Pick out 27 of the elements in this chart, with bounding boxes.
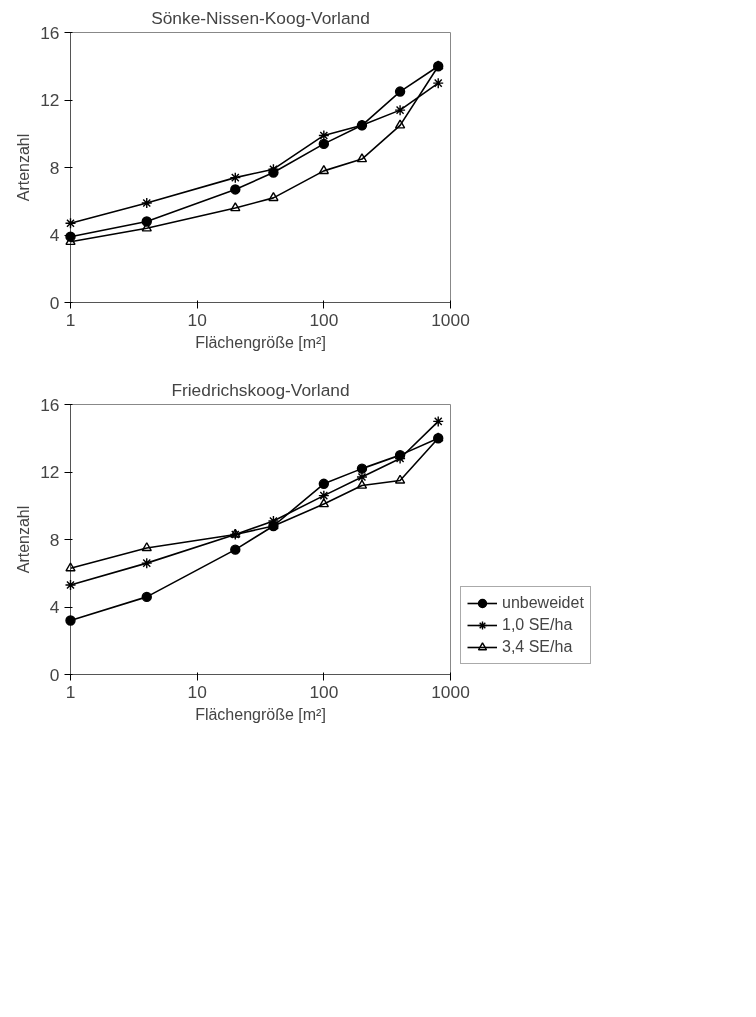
- x-tick-label: 1: [65, 309, 76, 330]
- y-tick-label: 4: [49, 225, 60, 245]
- y-tick-label: 8: [49, 529, 60, 550]
- y-tick-label: 0: [49, 664, 60, 685]
- y-axis-title: Artenzahl: [15, 505, 33, 574]
- x-tick-label: 1000: [431, 309, 470, 330]
- y-tick-label: 0: [49, 292, 60, 313]
- legend-label: 1,0 SE/ha: [502, 616, 573, 634]
- x-tick-label: 10: [187, 309, 207, 330]
- y-tick-label: 8: [49, 157, 60, 178]
- y-tick-label: 12: [40, 462, 60, 482]
- y-tick-label: 16: [40, 22, 60, 43]
- y-tick-label: 4: [49, 597, 60, 617]
- y-tick-label: 12: [40, 90, 60, 110]
- chart-title: Friedrichskoog-Vorland: [171, 379, 350, 400]
- legend-label: 3,4 SE/ha: [502, 638, 573, 656]
- x-tick-label: 100: [309, 681, 339, 702]
- x-tick-label: 1000: [431, 681, 470, 702]
- x-tick-label: 100: [309, 309, 339, 330]
- x-axis-title: Flächengröße [m²]: [195, 333, 326, 351]
- x-axis-title: Flächengröße [m²]: [195, 705, 326, 723]
- x-tick-label: 10: [187, 681, 207, 702]
- legend-label: unbeweidet: [502, 594, 584, 612]
- y-axis-title: Artenzahl: [15, 133, 33, 202]
- y-tick-label: 16: [40, 394, 60, 415]
- x-tick-label: 1: [65, 681, 76, 702]
- chart-title: Sönke-Nissen-Koog-Vorland: [151, 7, 370, 28]
